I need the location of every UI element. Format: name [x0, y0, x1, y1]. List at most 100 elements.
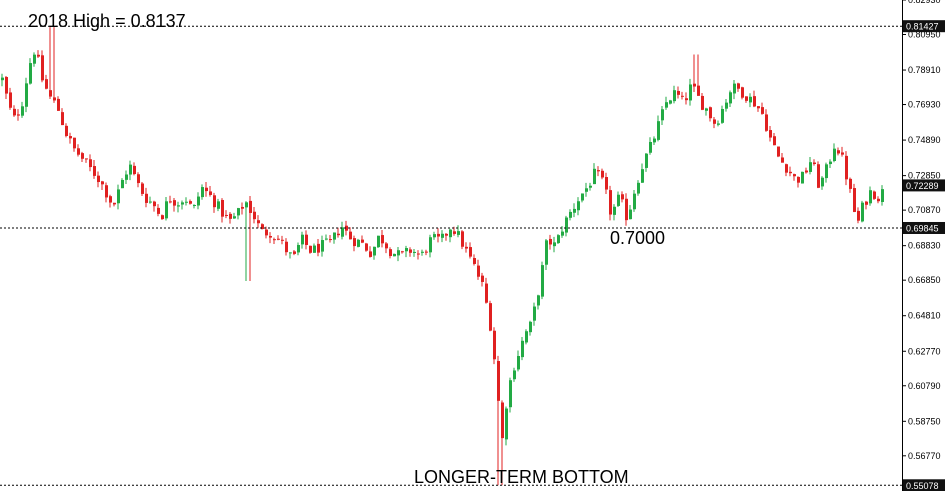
y-tick-label: 0.72850: [908, 171, 941, 181]
candle-body-down: [225, 214, 228, 216]
price-tag-label: 0.55078: [906, 481, 939, 491]
candle-body-up: [1, 77, 4, 81]
candle-body-down: [93, 166, 96, 176]
candle-body-down: [877, 198, 880, 202]
candle-body-down: [189, 201, 192, 204]
candle-body-up: [429, 237, 432, 253]
candle-body-up: [521, 340, 524, 358]
candle-body-down: [605, 177, 608, 190]
candle-body-down: [481, 275, 484, 282]
candle-body-up: [657, 121, 660, 140]
candle-body-down: [85, 158, 88, 160]
y-tick-label: 0.80950: [908, 29, 941, 39]
candle-body-up: [585, 188, 588, 192]
candle-body-up: [573, 208, 576, 213]
candle-body-down: [349, 231, 352, 240]
candle-body-down: [677, 90, 680, 95]
candle-body-up: [729, 92, 732, 104]
candle-body-down: [173, 200, 176, 206]
candle-body-down: [253, 211, 256, 220]
annotation-2018-high: 2018 High = 0.8137: [28, 11, 186, 31]
candle-body-down: [461, 231, 464, 247]
candle-body-down: [873, 191, 876, 199]
candle-body-down: [81, 153, 84, 159]
candle-body-up: [377, 235, 380, 248]
candle-body-up: [201, 187, 204, 198]
candle-body-down: [209, 191, 212, 195]
candle-body-down: [101, 181, 104, 185]
candle-body-down: [805, 170, 808, 173]
candle-body-up: [333, 232, 336, 240]
candle-body-down: [169, 201, 172, 203]
candle-body-up: [325, 238, 328, 240]
candle-body-down: [789, 171, 792, 174]
candle-body-up: [457, 231, 460, 235]
candle-body-down: [793, 174, 796, 177]
candle-body-up: [525, 331, 528, 343]
candle-body-up: [421, 251, 424, 253]
candle-body-down: [765, 114, 768, 131]
price-tag-label: 0.69845: [906, 223, 939, 233]
candle-body-down: [317, 243, 320, 253]
candle-body-down: [381, 235, 384, 244]
candle-body-up: [193, 205, 196, 207]
candle-body-up: [517, 356, 520, 370]
candle-body-up: [565, 217, 568, 233]
candle-body-down: [161, 215, 164, 220]
candle-body-down: [13, 108, 16, 116]
candle-body-up: [825, 164, 828, 179]
candle-body-up: [801, 171, 804, 184]
candle-body-down: [473, 258, 476, 264]
candle-body-up: [645, 153, 648, 168]
candle-body-down: [485, 283, 488, 303]
candle-body-up: [29, 63, 32, 84]
candle-body-down: [45, 79, 48, 89]
candle-body-up: [373, 246, 376, 256]
candle-body-down: [141, 183, 144, 194]
candle-body-down: [293, 251, 296, 254]
y-tick-label: 0.66850: [908, 275, 941, 285]
candle-body-up: [861, 202, 864, 222]
y-tick-label: 0.64810: [908, 311, 941, 321]
candle-body-up: [25, 83, 28, 107]
candle-body-down: [813, 162, 816, 165]
candle-body-up: [121, 179, 124, 189]
y-tick-label: 0.78910: [908, 65, 941, 75]
candle-body-up: [553, 242, 556, 247]
candle-body-down: [337, 233, 340, 236]
candle-body-down: [465, 246, 468, 249]
price-tag-background: [903, 20, 945, 33]
candle-body-down: [277, 238, 280, 240]
candle-body-down: [621, 194, 624, 200]
candle-body-down: [761, 107, 764, 114]
candle-body-up: [689, 84, 692, 101]
candle-body-down: [49, 90, 52, 97]
candle-body-down: [785, 164, 788, 173]
candle-body-up: [117, 189, 120, 204]
candle-body-down: [425, 251, 428, 253]
candle-body-down: [745, 96, 748, 101]
candle-body-down: [701, 95, 704, 110]
candle-body-up: [129, 164, 132, 175]
candle-body-up: [33, 54, 36, 64]
annotation-support-level: 0.7000: [610, 228, 665, 248]
candle-body-up: [537, 295, 540, 306]
y-tick-label: 0.56770: [908, 451, 941, 461]
candle-body-down: [137, 174, 140, 184]
candle-body-down: [9, 92, 12, 108]
candle-body-up: [149, 201, 152, 203]
price-tag-label: 0.72289: [906, 181, 939, 191]
candle-body-up: [673, 90, 676, 102]
price-tag-background: [903, 179, 945, 192]
candle-body-down: [773, 136, 776, 146]
candle-body-down: [105, 185, 108, 198]
candle-body-down: [741, 87, 744, 98]
candle-body-down: [265, 229, 268, 236]
candle-body-down: [837, 150, 840, 154]
candle-body-up: [669, 100, 672, 104]
candle-body-down: [597, 170, 600, 172]
candle-body-up: [545, 240, 548, 265]
candle-body-down: [389, 249, 392, 257]
